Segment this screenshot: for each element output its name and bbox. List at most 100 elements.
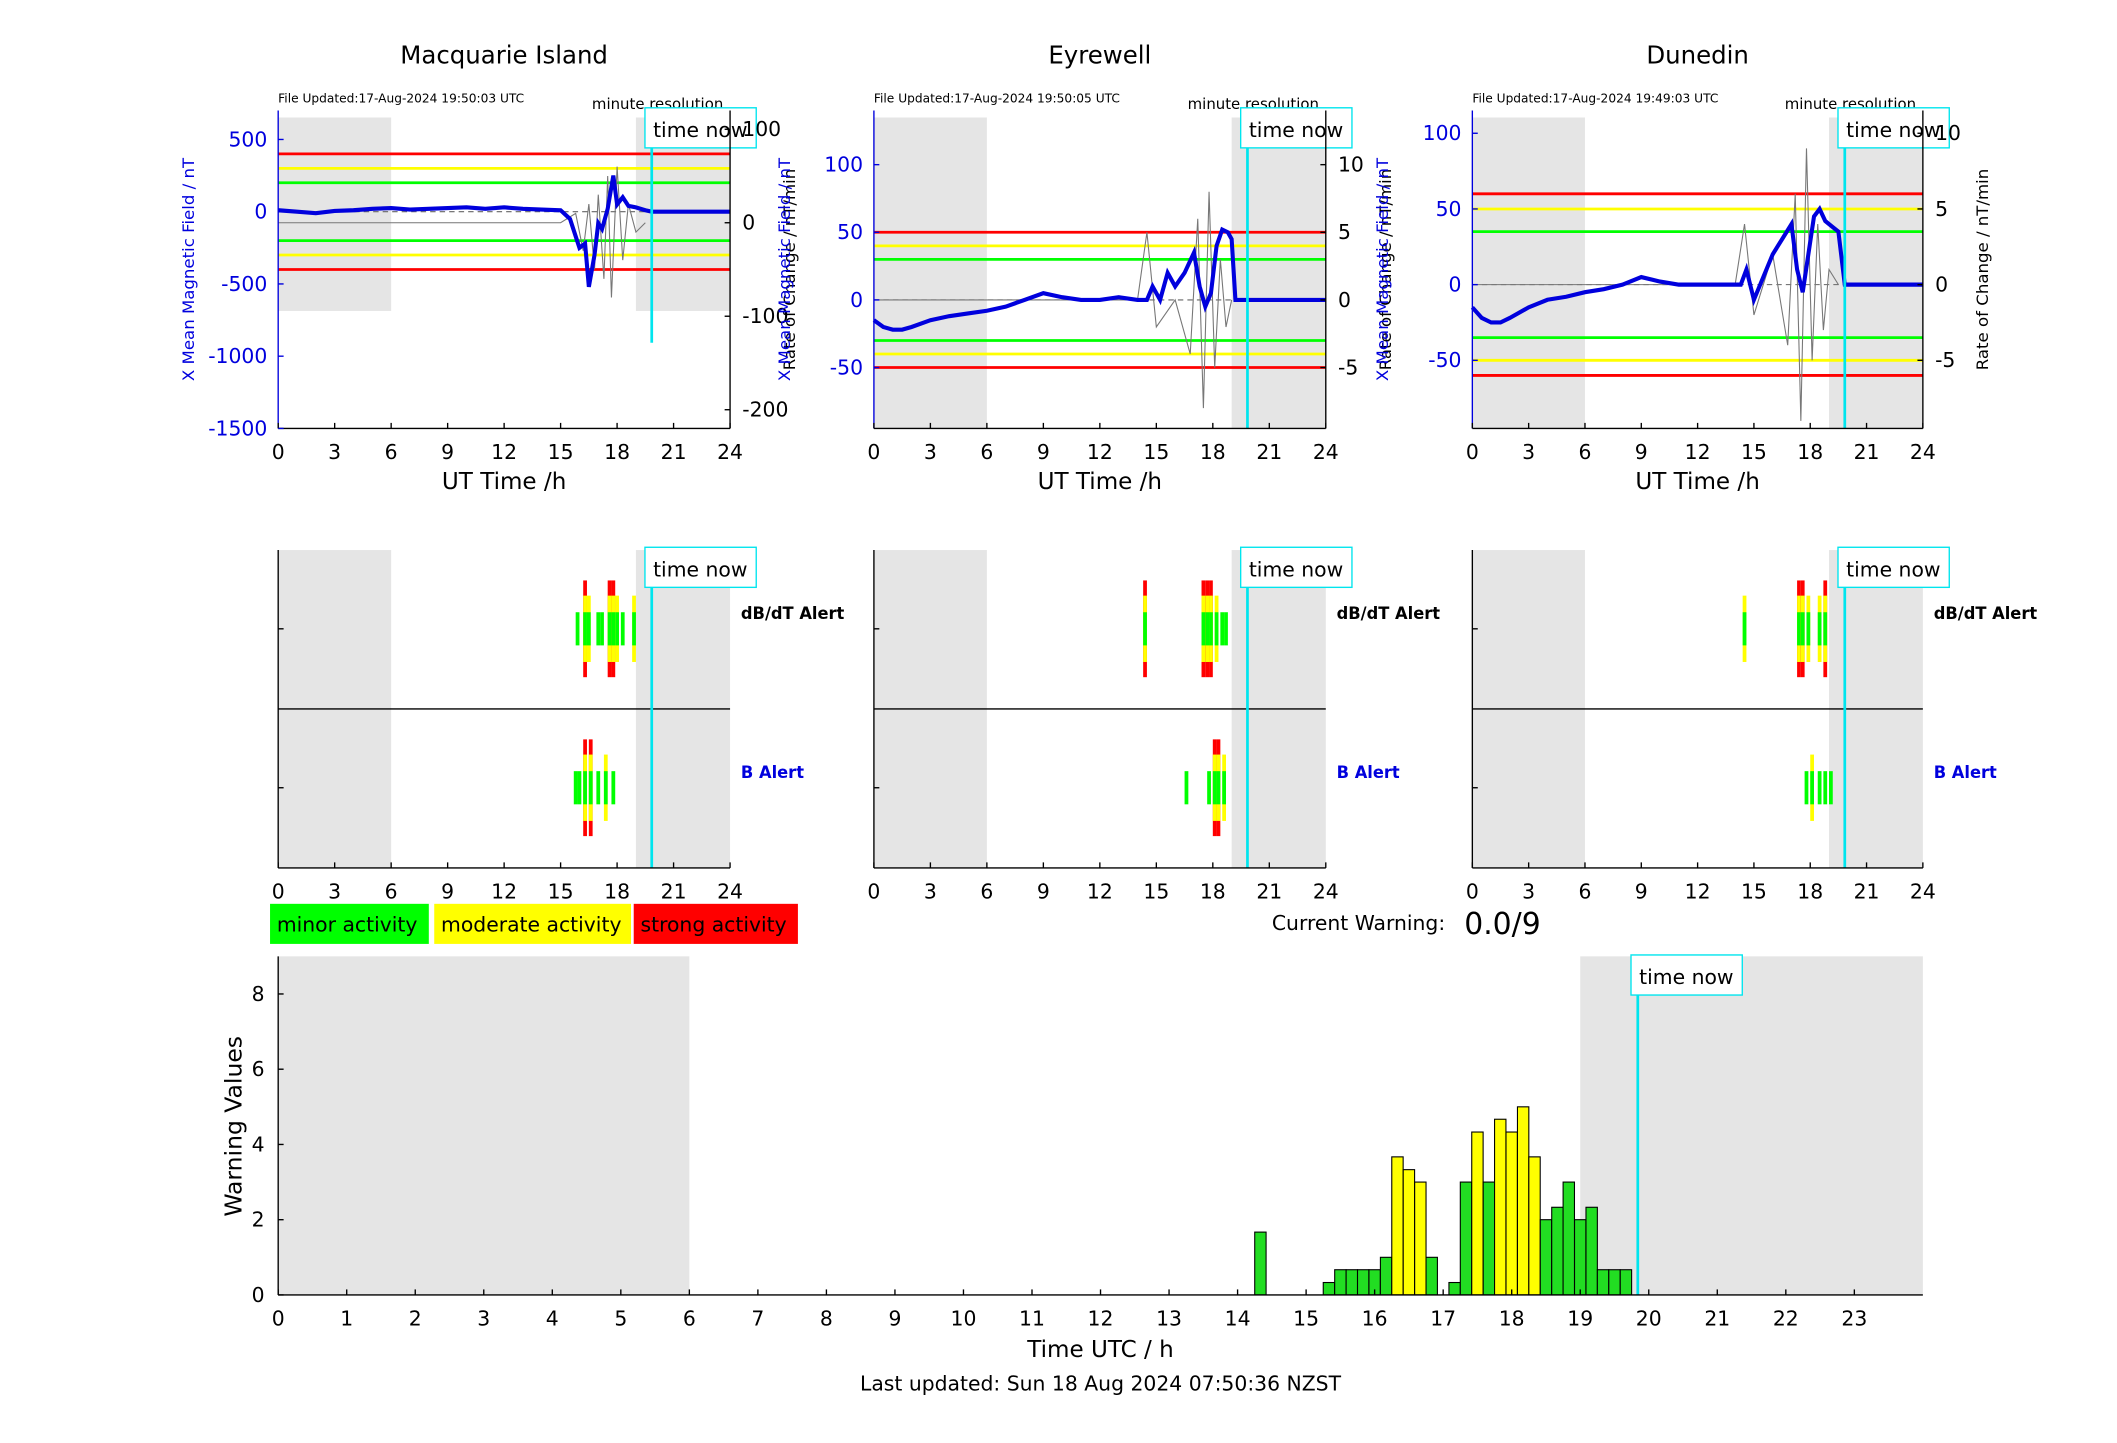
x-tick-label: 11 <box>1019 1306 1045 1330</box>
time-now-label: time now <box>1249 557 1343 581</box>
y-left-tick-label: 100 <box>824 152 863 176</box>
y-left-axis-label: X Mean Magnetic Field / nT <box>775 157 794 381</box>
x-tick-label: 9 <box>441 879 454 903</box>
shaded-region <box>1472 117 1585 429</box>
b-alert-marker <box>1207 771 1211 805</box>
x-tick-label: 9 <box>1635 440 1648 464</box>
x-field-series-line <box>872 226 1326 332</box>
x-tick-label: 18 <box>1200 440 1226 464</box>
top-panel-2: Eyrewell File Updated:17-Aug-2024 19:50:0… <box>775 40 1395 495</box>
current-warning-label: Current Warning: <box>1272 911 1445 935</box>
x-tick-label: 0 <box>1466 440 1479 464</box>
x-tick-label: 18 <box>1797 440 1823 464</box>
x-tick-label: 22 <box>1773 1306 1799 1330</box>
x-tick-label: 0 <box>272 879 285 903</box>
warning-bar <box>1345 1269 1359 1296</box>
x-tick-label: 0 <box>867 440 880 464</box>
dbdt-alert-marker <box>1817 612 1822 646</box>
x-axis-label: UT Time /h <box>442 468 566 495</box>
x-tick-label: 0 <box>867 879 880 903</box>
x-tick-label: 1 <box>340 1306 353 1330</box>
b-alert-marker <box>1216 771 1221 805</box>
x-tick-label: 6 <box>980 879 993 903</box>
warning-bar <box>1254 1231 1267 1296</box>
warning-bar <box>1562 1181 1576 1296</box>
time-now-box <box>644 546 757 589</box>
b-alert-label: B Alert <box>1934 763 1997 782</box>
x-tick-label: 21 <box>661 879 687 903</box>
x-tick-label: 6 <box>683 1306 696 1330</box>
time-now-box <box>1239 107 1353 149</box>
x-tick-label: 21 <box>1256 879 1282 903</box>
shaded-region <box>278 117 392 311</box>
x-tick-label: 12 <box>491 879 517 903</box>
y-right-axis-label: Rate of Change / nT/min <box>780 169 799 371</box>
y-right-tick-label: 0 <box>1935 272 1948 296</box>
warning-bar <box>1505 1131 1518 1296</box>
dbdt-alert-marker <box>607 612 612 646</box>
x-tick-label: 15 <box>548 879 574 903</box>
x-tick-label: 6 <box>1578 440 1591 464</box>
x-tick-label: 12 <box>1685 440 1711 464</box>
x-tick-label: 18 <box>604 440 630 464</box>
x-tick-label: 4 <box>546 1306 559 1330</box>
dbdt-alert-marker <box>1823 612 1828 646</box>
x-tick-label: 15 <box>1741 879 1767 903</box>
x-tick-label: 3 <box>477 1306 490 1330</box>
dbdt-alert-marker <box>1806 612 1811 646</box>
time-now-marker: time now <box>1837 546 1950 589</box>
time-now-label: time now <box>1249 118 1343 142</box>
b-alert-marker <box>596 771 601 805</box>
warning-bar <box>1516 1106 1530 1296</box>
panel-title: Dunedin <box>1646 40 1749 69</box>
b-alert-marker <box>588 771 593 805</box>
x-tick-label: 21 <box>1256 440 1282 464</box>
time-now-marker: time now <box>644 107 757 149</box>
x-tick-label: 12 <box>1087 879 1113 903</box>
x-tick-label: 21 <box>1704 1306 1730 1330</box>
warning-bar <box>1414 1181 1427 1296</box>
dbdt-alert-marker <box>611 612 616 646</box>
x-tick-label: 9 <box>1037 440 1050 464</box>
x-axis-label: UT Time /h <box>1038 468 1162 495</box>
y-left-axis-label: X Mean Magnetic Field / nT <box>1373 157 1392 381</box>
b-alert-label: B Alert <box>1337 763 1400 782</box>
y-tick-label: 6 <box>252 1057 265 1081</box>
y-left-tick-label: 50 <box>1436 197 1462 221</box>
x-tick-label: 8 <box>820 1306 833 1330</box>
x-field-series-line <box>1470 204 1923 325</box>
legend-strong-label: strong activity <box>641 912 787 936</box>
warning-bar <box>1596 1269 1610 1296</box>
shaded-region <box>1580 956 1923 1295</box>
panel-title: Eyrewell <box>1048 40 1151 69</box>
time-now-marker: time now <box>1630 954 1743 996</box>
time-now-label: time now <box>653 557 747 581</box>
x-tick-label: 0 <box>1466 879 1479 903</box>
x-tick-label: 9 <box>441 440 454 464</box>
b-alert-marker <box>1823 771 1828 805</box>
warning-bar <box>1471 1131 1484 1296</box>
panel-title: Macquarie Island <box>400 40 608 69</box>
y-left-tick-label: 0 <box>254 199 267 223</box>
b-alert-marker <box>573 771 578 805</box>
warning-bar <box>1322 1281 1336 1296</box>
dbdt-alert-marker <box>583 612 587 646</box>
x-tick-label: 18 <box>1797 879 1823 903</box>
y-right-tick-label: 5 <box>1338 220 1351 244</box>
x-tick-label: 24 <box>1910 440 1936 464</box>
b-alert-marker <box>611 771 616 805</box>
x-tick-label: 12 <box>1087 440 1113 464</box>
y-right-axis-label: Rate of Change / nT/min <box>1973 169 1992 371</box>
rate-series-line <box>278 166 646 298</box>
warning-bar <box>1448 1281 1461 1296</box>
dbdt-alert-marker <box>1224 612 1228 646</box>
x-tick-label: 9 <box>1037 879 1050 903</box>
time-now-label: time now <box>1846 118 1940 142</box>
x-tick-label: 21 <box>1854 440 1880 464</box>
y-right-tick-label: -200 <box>742 397 788 421</box>
time-now-label: time now <box>1639 965 1733 989</box>
last-updated: Last updated: Sun 18 Aug 2024 07:50:36 N… <box>860 1371 1341 1395</box>
dbdt-alert-marker <box>1205 612 1210 646</box>
